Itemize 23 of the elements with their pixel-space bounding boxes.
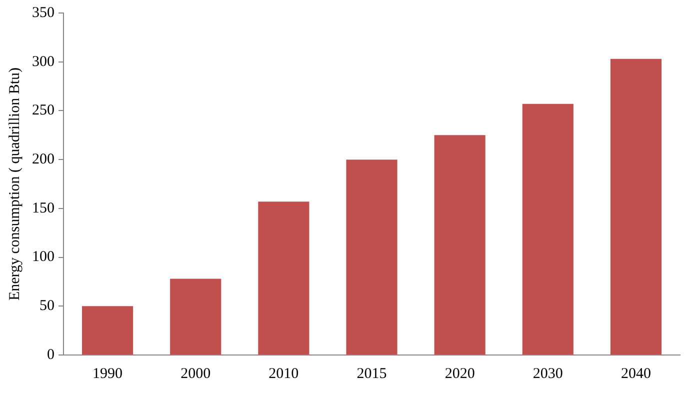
y-tick-label: 250 [32, 102, 54, 119]
y-tick-label: 50 [40, 298, 54, 314]
y-tick-label: 200 [32, 152, 54, 168]
y-tick-label: 150 [32, 200, 54, 216]
bar [610, 58, 662, 354]
bar [82, 306, 134, 354]
y-tick-label: 350 [32, 4, 54, 21]
bar [434, 135, 486, 354]
x-tick-label: 2010 [268, 366, 299, 382]
bar [346, 160, 398, 354]
x-tick-label: 2030 [532, 366, 563, 382]
x-tick-label: 1990 [92, 366, 123, 382]
bar [170, 278, 222, 354]
x-tick-label: 2000 [180, 366, 211, 382]
y-axis-title: Energy consumption ( quadrillion Btu) [6, 67, 23, 301]
bar [522, 104, 574, 354]
bar [258, 202, 310, 354]
y-tick-label: 300 [32, 54, 54, 70]
x-tick-label: 2040 [620, 366, 651, 382]
x-tick-label: 2020 [444, 366, 475, 382]
y-tick-label: 100 [32, 249, 54, 266]
x-tick-label: 2015 [356, 366, 387, 382]
y-tick-label: 0 [47, 346, 54, 363]
